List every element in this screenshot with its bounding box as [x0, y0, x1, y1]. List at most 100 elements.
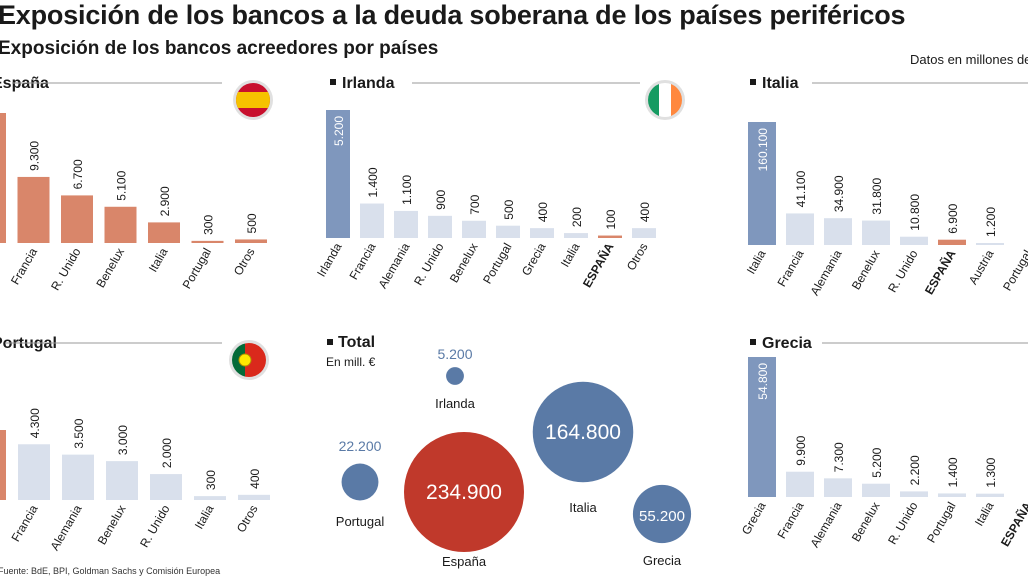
- bar: [194, 496, 226, 500]
- bar: [0, 113, 6, 243]
- page-subtitle: Exposición de los bancos acreedores por …: [0, 38, 439, 59]
- panel-title: Grecia: [762, 335, 812, 352]
- bar: [0, 430, 6, 500]
- spain-flag-icon: [233, 80, 273, 120]
- category-label: Italia: [558, 240, 583, 269]
- bar-value-label: 54.800: [756, 363, 770, 400]
- category-label: ESPAÑA: [921, 247, 959, 297]
- category-label: Irlanda: [314, 240, 345, 279]
- bubble: [532, 381, 634, 483]
- category-label: Alemania: [47, 502, 84, 553]
- panel-grecia: Grecia 54.800 Grecia 9.900 Francia 7.300 Alema…: [739, 335, 1028, 550]
- bar-value-label: 3.000: [116, 425, 130, 455]
- category-label: R. Unido: [411, 240, 447, 288]
- bar-value-label: 6.900: [946, 203, 960, 233]
- bar-value-label: 4.300: [28, 408, 42, 438]
- category-label: Benelux: [849, 500, 883, 545]
- category-label: Italia: [146, 245, 171, 274]
- category-label: Benelux: [447, 241, 481, 286]
- bar-value-label: 6.700: [71, 159, 85, 189]
- category-label: R. Unido: [885, 247, 921, 295]
- bar: [104, 206, 137, 243]
- category-label: Otros: [231, 246, 258, 278]
- bar: [148, 222, 180, 243]
- category-label: Portugal: [480, 241, 514, 287]
- bar-value-label: 100: [604, 209, 618, 229]
- bar-value-label: 41.100: [794, 170, 808, 207]
- bar-value-label: 3.500: [72, 418, 86, 448]
- bar: [976, 243, 1004, 245]
- bar: [150, 474, 182, 500]
- bar-value-label: 700: [468, 194, 482, 214]
- bar-value-label: 900: [434, 189, 448, 209]
- category-label: Francia: [8, 245, 40, 287]
- bar: [106, 461, 138, 500]
- category-label: R. Unido: [137, 502, 173, 550]
- bubble-value-label: 55.200: [639, 508, 685, 525]
- bar: [18, 444, 50, 500]
- bar-value-label: 500: [245, 213, 259, 233]
- category-label: Italia: [744, 247, 769, 276]
- bubble: [404, 432, 524, 552]
- category-label: ESPAÑA: [997, 499, 1028, 549]
- panel-italia: Italia 160.100 Italia 41.100 Francia 34.900 Al…: [744, 75, 1028, 298]
- bar-value-label: 400: [638, 202, 652, 222]
- bar: [462, 220, 486, 238]
- flag-body: [648, 83, 682, 117]
- bar-value-label: 10.800: [908, 194, 922, 231]
- category-label: ESPAÑA: [579, 240, 617, 290]
- bar: [496, 225, 520, 238]
- flag-red: [245, 343, 266, 377]
- category-label: Portugal: [924, 500, 958, 546]
- bar-value-label: 1.200: [984, 207, 998, 237]
- bubble-value-label: 5.200: [437, 346, 472, 362]
- category-label: Francia: [346, 240, 378, 282]
- category-label: Grecia: [739, 499, 769, 537]
- bar: [786, 213, 814, 245]
- panel-bullet-icon: [750, 79, 756, 85]
- bar: [900, 236, 928, 245]
- bubble-category-label: Grecia: [643, 553, 682, 568]
- category-label: Grecia: [519, 240, 549, 278]
- flag-yellow: [236, 92, 270, 108]
- category-label: R. Unido: [885, 499, 921, 547]
- panel-irlanda: Irlanda 5.200 Irlanda 1.400 Francia 1.100 Alem…: [314, 75, 685, 291]
- panel-title: Irlanda: [342, 75, 395, 92]
- bar-value-label: 1.100: [400, 175, 414, 205]
- bar: [786, 471, 814, 497]
- bar: [62, 454, 94, 500]
- bar: [748, 357, 776, 497]
- bar: [938, 239, 966, 245]
- bar-value-label: 2.000: [160, 438, 174, 468]
- bar-value-label: 300: [204, 470, 218, 490]
- bar: [824, 478, 852, 497]
- category-label: Italia: [192, 502, 217, 531]
- flag-body: [232, 343, 266, 377]
- bar-value-label: 5.100: [115, 170, 129, 200]
- bar-value-label: 300: [202, 215, 216, 235]
- category-label: Otros: [234, 503, 261, 535]
- panel-title: Total: [338, 334, 375, 351]
- bar-value-label: 500: [502, 199, 516, 219]
- category-label: Alemania: [375, 240, 412, 291]
- bar: [428, 215, 452, 238]
- bar-value-label: 31.800: [870, 178, 884, 215]
- panel-bullet-icon: [330, 79, 336, 85]
- bar: [862, 483, 890, 497]
- category-label: Alemania: [807, 499, 844, 550]
- category-label: Austria: [966, 247, 997, 287]
- bar-value-label: 7.300: [832, 442, 846, 472]
- bar: [748, 122, 776, 245]
- bubble-value-label: 22.200: [339, 438, 382, 454]
- category-label: Francia: [8, 502, 40, 544]
- bubble-value-label: 234.900: [426, 481, 502, 504]
- bar-value-label: 9.300: [28, 141, 42, 171]
- units-note: Datos en millones de €: [910, 52, 1028, 67]
- bar-value-label: 5.200: [332, 116, 346, 146]
- flag-green: [648, 83, 659, 117]
- bar-value-label: 9.900: [794, 435, 808, 465]
- bar-value-label: 400: [536, 202, 550, 222]
- bar: [394, 210, 418, 238]
- bubble-category-label: Italia: [569, 500, 597, 515]
